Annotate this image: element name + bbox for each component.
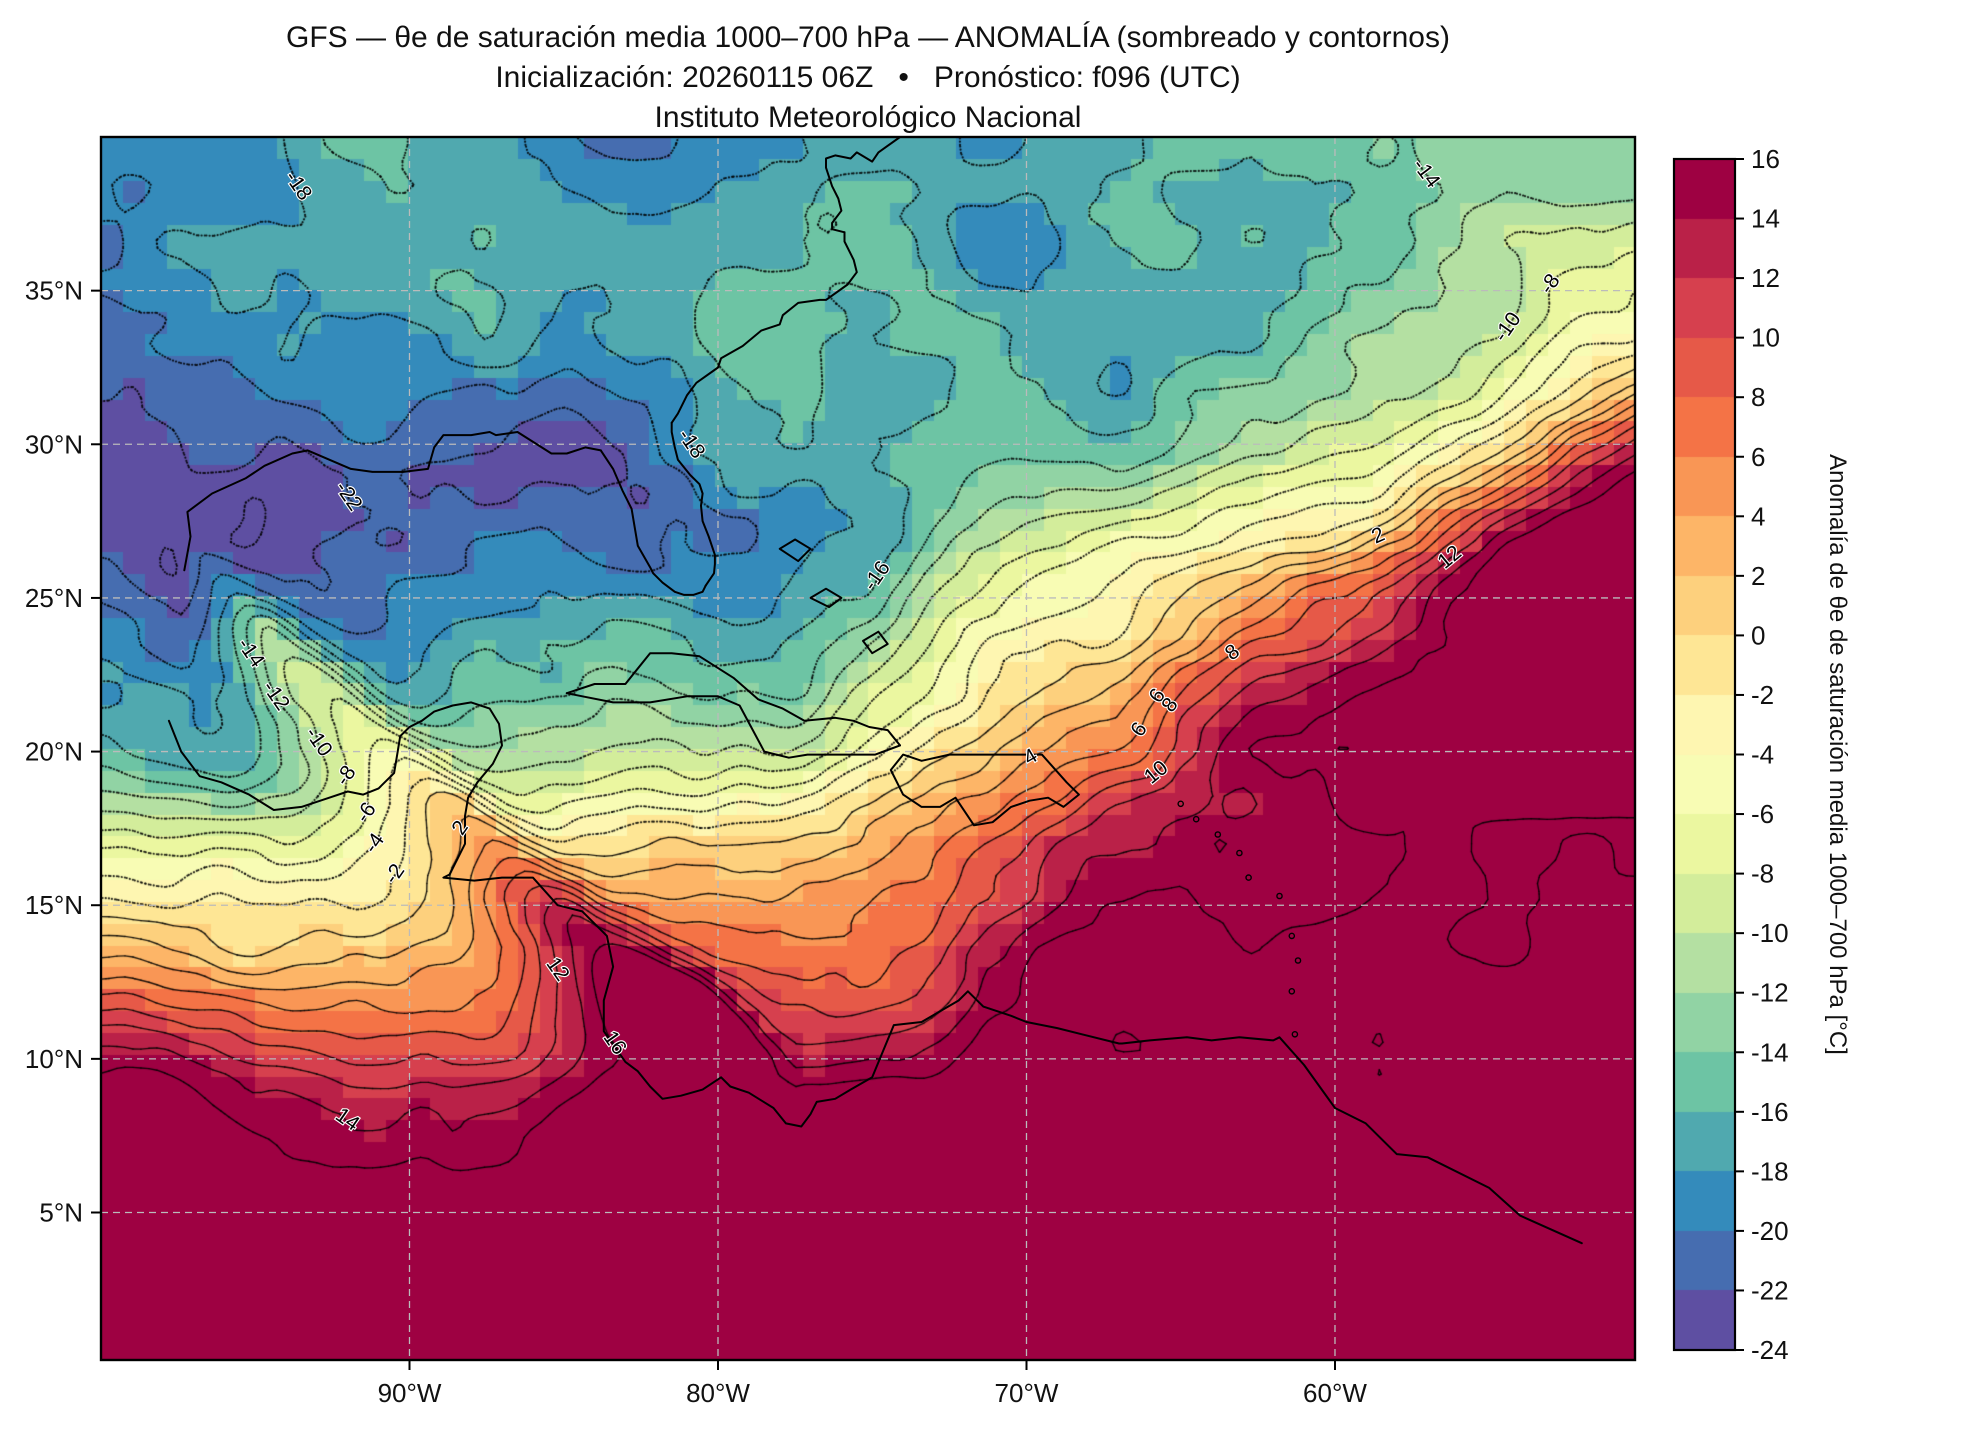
- svg-text:-14: -14: [233, 634, 269, 672]
- svg-text:10°N: 10°N: [25, 1044, 83, 1074]
- svg-text:Anomalía de θe de saturación m: Anomalía de θe de saturación media 1000–…: [1824, 454, 1851, 1055]
- svg-text:-14: -14: [1408, 154, 1445, 192]
- svg-text:20°N: 20°N: [25, 737, 83, 767]
- svg-text:-14: -14: [1751, 1037, 1789, 1067]
- svg-text:-10: -10: [1489, 308, 1525, 346]
- svg-text:0: 0: [1751, 620, 1765, 650]
- svg-text:6: 6: [1751, 442, 1765, 472]
- svg-text:-16: -16: [1751, 1097, 1789, 1127]
- svg-text:2: 2: [1368, 523, 1388, 549]
- svg-text:-10: -10: [301, 723, 337, 761]
- svg-text:5°N: 5°N: [39, 1198, 83, 1228]
- svg-text:16: 16: [1751, 144, 1780, 174]
- svg-text:10: 10: [1140, 756, 1173, 789]
- svg-text:70°W: 70°W: [995, 1378, 1059, 1408]
- svg-text:12: 12: [1751, 263, 1780, 293]
- svg-text:8: 8: [1221, 640, 1244, 665]
- svg-text:-10: -10: [1751, 918, 1789, 948]
- svg-text:-4: -4: [360, 829, 390, 858]
- svg-text:-4: -4: [1751, 740, 1774, 770]
- svg-text:14: 14: [1751, 204, 1780, 234]
- svg-text:12: 12: [1433, 541, 1466, 574]
- svg-text:-16: -16: [859, 557, 895, 595]
- svg-text:14: 14: [331, 1103, 364, 1135]
- svg-text:-22: -22: [330, 477, 366, 515]
- svg-text:25°N: 25°N: [25, 583, 83, 613]
- svg-text:15°N: 15°N: [25, 890, 83, 920]
- svg-text:4: 4: [1020, 744, 1042, 770]
- svg-text:-22: -22: [1751, 1275, 1789, 1305]
- svg-text:35°N: 35°N: [25, 276, 83, 306]
- svg-text:-6: -6: [351, 798, 381, 827]
- svg-text:60°W: 60°W: [1303, 1378, 1367, 1408]
- svg-text:-20: -20: [1751, 1216, 1789, 1246]
- svg-text:6: 6: [1126, 718, 1152, 741]
- svg-text:30°N: 30°N: [25, 429, 83, 459]
- svg-text:-18: -18: [1751, 1156, 1789, 1186]
- svg-text:10: 10: [1751, 323, 1780, 353]
- svg-text:-8: -8: [1751, 859, 1774, 889]
- svg-text:-8: -8: [331, 761, 361, 790]
- svg-text:-2: -2: [1751, 680, 1774, 710]
- svg-text:2: 2: [1751, 561, 1765, 591]
- svg-text:4: 4: [1751, 501, 1765, 531]
- svg-text:-2: -2: [380, 860, 410, 889]
- svg-text:-8: -8: [1535, 270, 1565, 299]
- svg-text:-12: -12: [258, 677, 294, 715]
- svg-text:-18: -18: [673, 425, 709, 463]
- svg-text:-6: -6: [1751, 799, 1774, 829]
- svg-text:80°W: 80°W: [686, 1378, 750, 1408]
- svg-text:12: 12: [542, 953, 574, 985]
- svg-text:-18: -18: [280, 167, 316, 205]
- svg-text:-24: -24: [1751, 1335, 1789, 1365]
- svg-text:8: 8: [1751, 382, 1765, 412]
- svg-text:8: 8: [1157, 694, 1183, 717]
- svg-text:90°W: 90°W: [378, 1378, 442, 1408]
- svg-text:2: 2: [447, 816, 473, 839]
- svg-text:-12: -12: [1751, 978, 1789, 1008]
